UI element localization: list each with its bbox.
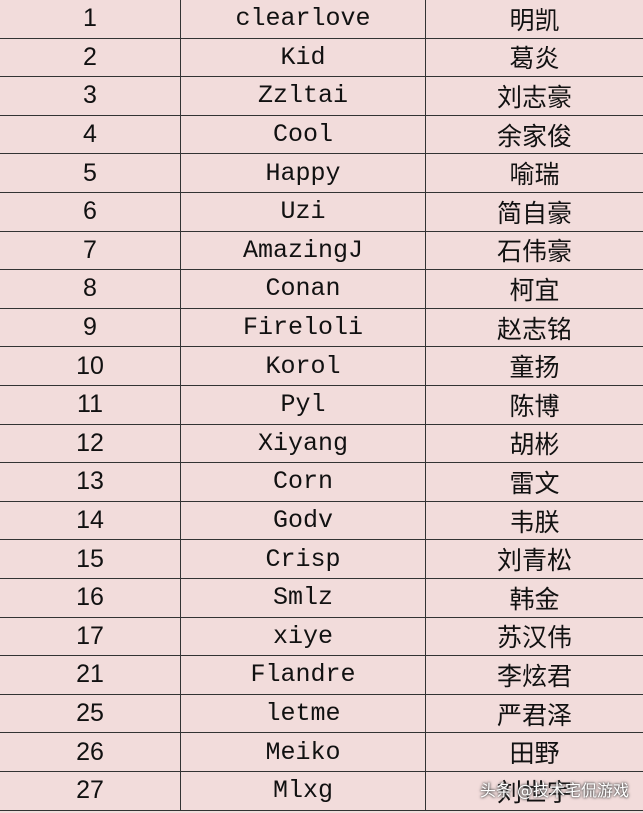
- name-cell: 简自豪: [496, 198, 572, 228]
- name-cell: 苏汉伟: [496, 623, 572, 653]
- id-cell: Flandre: [181, 656, 426, 694]
- table-row: 6 Uzi 简自豪: [0, 193, 643, 232]
- id-cell: Fireloli: [181, 308, 426, 347]
- id-cell: Crisp: [181, 540, 426, 578]
- name-cell: 刘志豪: [496, 82, 572, 112]
- rank-cell: 17: [0, 617, 181, 656]
- name-cell: 明凯: [509, 5, 560, 35]
- table-row: 21 Flandre 李炫君: [0, 656, 643, 695]
- table-row: 17 xiye 苏汉伟: [0, 617, 643, 657]
- name-cell: 刘青松: [496, 546, 572, 576]
- rank-cell: 9: [0, 308, 181, 347]
- name-cell: 严君泽: [496, 700, 572, 730]
- name-cell: 刘世宇: [496, 777, 572, 807]
- name-cell: 赵志铭: [496, 314, 572, 344]
- table-row: 4 Cool 余家俊: [0, 115, 643, 155]
- rank-cell: 4: [0, 115, 181, 154]
- table-row: 10 Korol 童扬: [0, 347, 643, 386]
- name-cell: 韩金: [509, 584, 560, 614]
- rank-cell: 7: [0, 231, 181, 270]
- rank-cell: 1: [0, 0, 181, 38]
- table-row: 27 Mlxg 刘世宇: [0, 772, 643, 811]
- rank-cell: 2: [0, 38, 181, 77]
- rank-cell: 26: [0, 733, 181, 771]
- name-cell: 柯宜: [509, 275, 560, 305]
- name-cell: 李炫君: [496, 661, 572, 691]
- id-cell: Smlz: [181, 579, 426, 617]
- id-cell: Happy: [181, 154, 426, 192]
- table-row: 13 Corn 雷文: [0, 463, 643, 502]
- rank-cell: 6: [0, 193, 181, 231]
- table-row: 2 Kid 葛炎: [0, 38, 643, 78]
- id-cell: Xiyang: [181, 424, 426, 463]
- rank-cell: 11: [0, 386, 181, 424]
- table-row: 16 Smlz 韩金: [0, 579, 643, 618]
- name-cell: 陈博: [509, 391, 560, 421]
- table-row: 9 Fireloli 赵志铭: [0, 308, 643, 348]
- name-cell: 韦朕: [509, 507, 560, 537]
- id-cell: AmazingJ: [181, 231, 426, 270]
- rank-cell: 14: [0, 501, 181, 540]
- rank-cell: 12: [0, 424, 181, 463]
- id-cell: clearlove: [181, 0, 426, 38]
- table-row: 8 Conan 柯宜: [0, 270, 643, 309]
- table-row: 25 letme 严君泽: [0, 694, 643, 734]
- id-cell: Zzltai: [181, 77, 426, 115]
- rank-cell: 15: [0, 540, 181, 578]
- id-cell: Uzi: [181, 193, 426, 231]
- table-row: 26 Meiko 田野: [0, 733, 643, 772]
- id-cell: Mlxg: [181, 772, 426, 810]
- id-cell: Conan: [181, 270, 426, 308]
- rank-cell: 8: [0, 270, 181, 308]
- rank-cell: 13: [0, 463, 181, 501]
- id-cell: Kid: [181, 38, 426, 77]
- table-row: 12 Xiyang 胡彬: [0, 424, 643, 464]
- table-row: 11 Pyl 陈博: [0, 386, 643, 425]
- rank-cell: 5: [0, 154, 181, 192]
- table-row: 1 clearlove 明凯: [0, 0, 643, 39]
- rank-cell: 16: [0, 579, 181, 617]
- name-cell: 胡彬: [509, 430, 560, 460]
- rank-cell: 3: [0, 77, 181, 115]
- table-row: 15 Crisp 刘青松: [0, 540, 643, 579]
- name-cell: 石伟豪: [496, 237, 572, 267]
- id-cell: Pyl: [181, 386, 426, 424]
- id-cell: Godv: [181, 501, 426, 540]
- name-cell: 田野: [509, 739, 560, 769]
- rank-cell: 27: [0, 772, 181, 810]
- table-row: 3 Zzltai 刘志豪: [0, 77, 643, 116]
- id-cell: Korol: [181, 347, 426, 385]
- id-cell: Corn: [181, 463, 426, 501]
- id-cell: xiye: [181, 617, 426, 656]
- rank-cell: 25: [0, 694, 181, 733]
- watermark: 头条 @技术宅侃游戏: [479, 781, 629, 800]
- id-cell: Meiko: [181, 733, 426, 771]
- id-cell: letme: [181, 694, 426, 733]
- name-cell: 雷文: [509, 468, 560, 498]
- table-row: 5 Happy 喻瑞: [0, 154, 643, 193]
- id-cell: Cool: [181, 115, 426, 154]
- table-row: 14 Godv 韦朕: [0, 501, 643, 541]
- name-cell: 葛炎: [509, 44, 560, 74]
- table-row: 7 AmazingJ 石伟豪: [0, 231, 643, 271]
- name-cell: 喻瑞: [509, 160, 560, 190]
- name-cell: 余家俊: [496, 121, 572, 151]
- rank-cell: 10: [0, 347, 181, 385]
- name-cell: 童扬: [509, 353, 560, 383]
- rank-cell: 21: [0, 656, 181, 694]
